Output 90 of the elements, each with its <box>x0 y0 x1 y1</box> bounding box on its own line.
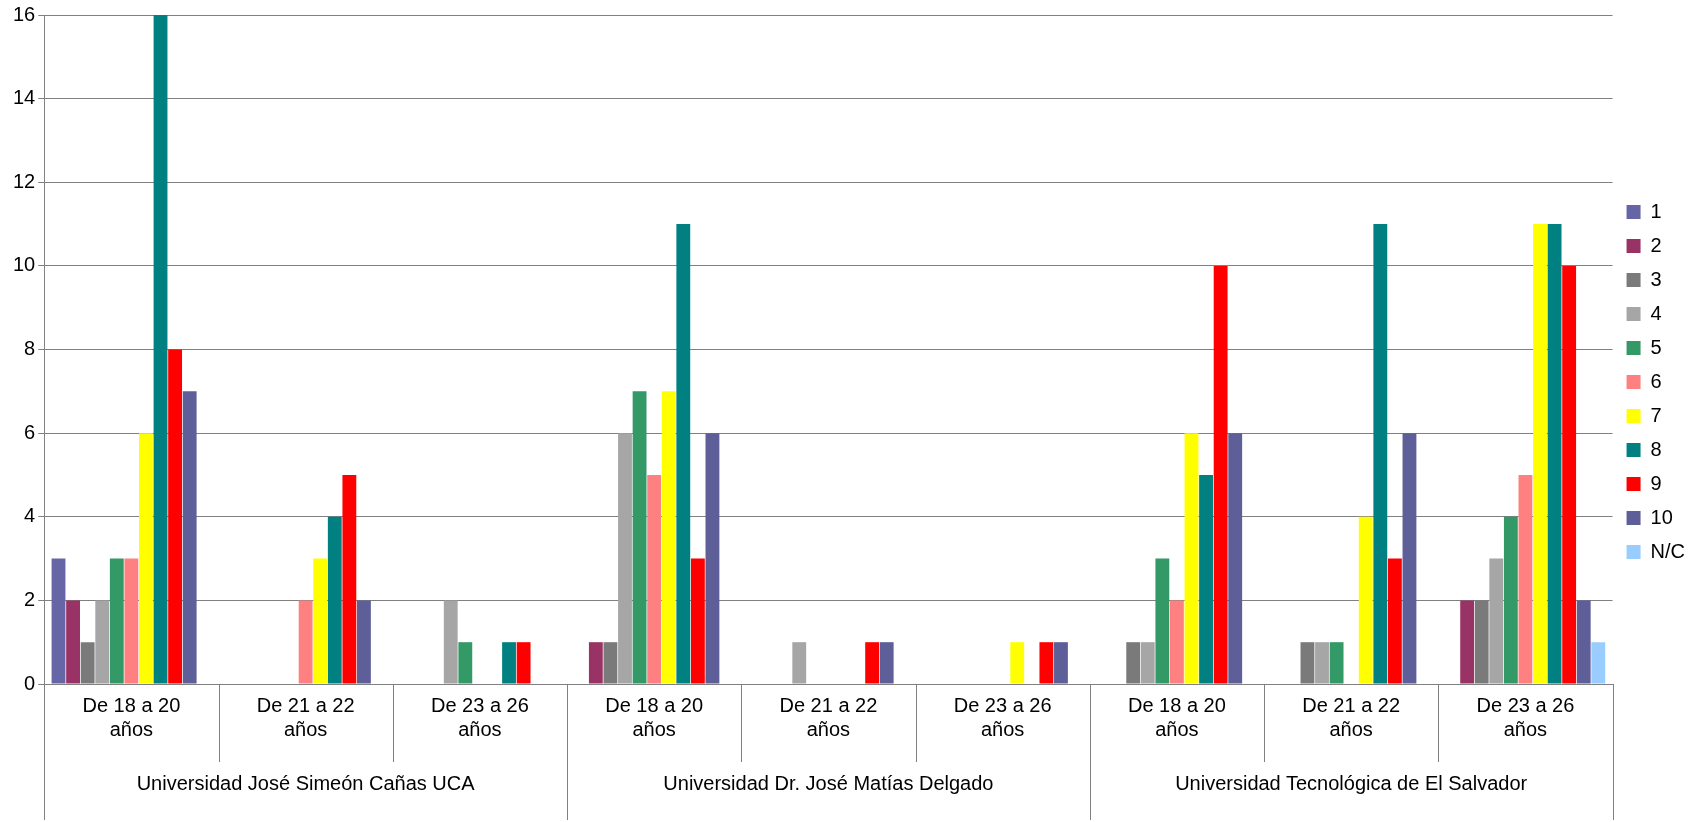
x-tick-label: De 23 a 26 años <box>1476 693 1575 740</box>
legend-label: 1 <box>1650 199 1662 222</box>
legend-label: 7 <box>1650 403 1662 426</box>
bar <box>1547 224 1562 684</box>
bar <box>124 558 139 684</box>
bar <box>661 391 676 684</box>
bar <box>1054 642 1068 684</box>
bar <box>327 516 342 684</box>
bar <box>1402 433 1417 684</box>
bar <box>1315 642 1329 684</box>
legend-label: N/C <box>1650 539 1686 562</box>
bar <box>139 433 153 684</box>
bar <box>1387 558 1402 684</box>
bar <box>502 642 516 684</box>
bar <box>1373 224 1388 684</box>
x-tick-label: De 18 a 20 años <box>82 693 181 740</box>
bar <box>357 600 371 684</box>
bar <box>1199 474 1213 684</box>
text: Universidad Dr. José Matías Delgado <box>663 771 994 794</box>
bar <box>153 15 168 684</box>
bar <box>1460 600 1475 684</box>
x-tick-label: De 21 a 22 años <box>256 693 355 740</box>
bar <box>1358 516 1373 684</box>
bar <box>443 600 458 684</box>
bar <box>690 558 705 684</box>
legend-label: 10 <box>1650 505 1673 528</box>
bar <box>80 642 95 684</box>
bar <box>1184 433 1199 684</box>
x-tick-label: De 23 a 26 años <box>953 693 1052 740</box>
bar <box>865 642 880 684</box>
bar <box>95 600 110 684</box>
bar <box>313 558 328 684</box>
bar <box>51 558 66 684</box>
legend-label: 4 <box>1650 301 1662 324</box>
bar <box>1489 558 1504 684</box>
legend-label: 3 <box>1650 267 1662 290</box>
bar <box>1140 642 1155 684</box>
legend-label: 5 <box>1650 335 1662 358</box>
x-tick-label: De 18 a 20 años <box>1127 693 1226 740</box>
bar <box>109 558 124 684</box>
y-tick-label: 0 <box>24 671 36 694</box>
x-tick-label: De 18 a 20 años <box>605 693 704 740</box>
bar <box>618 433 632 684</box>
bar <box>1228 433 1243 684</box>
bar <box>1576 600 1591 684</box>
legend-label: 9 <box>1650 471 1662 494</box>
bar <box>792 642 807 684</box>
x-tick-label: De 21 a 22 años <box>779 693 878 740</box>
bar <box>458 642 473 684</box>
y-tick-label: 2 <box>24 587 36 610</box>
bar <box>1591 642 1606 684</box>
legend-label: 6 <box>1650 369 1662 392</box>
x-tick-label: De 21 a 22 años <box>1302 693 1401 740</box>
bar <box>516 642 531 684</box>
bar <box>1503 516 1518 684</box>
bar <box>1010 642 1025 684</box>
bar <box>1533 224 1547 684</box>
bar <box>647 474 662 684</box>
y-tick-label: 10 <box>13 253 36 276</box>
text: Universidad Tecnológica de El Salvador <box>1175 771 1528 794</box>
bar <box>1213 265 1228 684</box>
y-tick-label: 8 <box>24 337 36 360</box>
legend-label: 8 <box>1650 437 1662 460</box>
y-tick-label: 6 <box>24 420 36 443</box>
bar <box>603 642 618 684</box>
legend-label: 2 <box>1650 233 1662 256</box>
bar <box>342 474 357 684</box>
bar <box>182 391 197 684</box>
bar <box>676 224 691 684</box>
bar <box>1518 474 1533 684</box>
text: Universidad José Simeón Cañas UCA <box>136 771 476 794</box>
bar <box>1126 642 1141 684</box>
bar <box>705 433 720 684</box>
y-tick-label: 14 <box>13 86 36 109</box>
bar <box>879 642 894 684</box>
bar <box>1039 642 1054 684</box>
bar <box>588 642 603 684</box>
bar <box>1329 642 1344 684</box>
y-tick-label: 12 <box>13 169 36 192</box>
bar <box>168 349 183 684</box>
bar <box>66 600 80 684</box>
bar <box>1562 265 1577 684</box>
y-tick-label: 16 <box>13 2 36 25</box>
y-tick-label: 4 <box>24 504 36 527</box>
bar <box>1169 600 1184 684</box>
bar <box>1300 642 1315 684</box>
bar <box>632 391 647 684</box>
x-tick-label: De 23 a 26 años <box>430 693 529 740</box>
bar <box>1155 558 1170 684</box>
bar <box>298 600 313 684</box>
